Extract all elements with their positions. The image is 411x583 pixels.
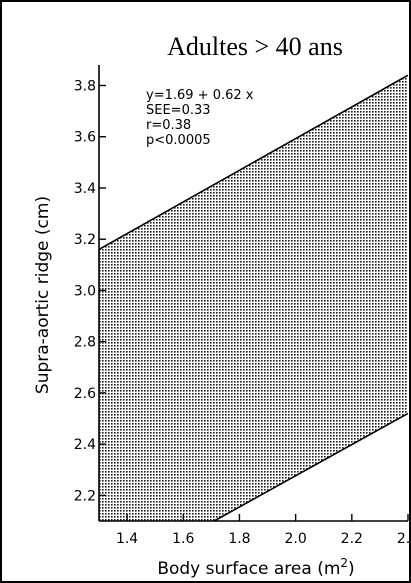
y-axis-label: Supra-aortic ridge (cm) [33,196,53,394]
x-tick-label: 2.4 [397,531,411,547]
x-tick-label: 1.8 [228,531,250,547]
annotation-r: r=0.38 [146,118,191,133]
y-tick-label: 2.2 [74,488,96,504]
x-axis-label: Body surface area (m2) [157,556,354,579]
plot-area: 2.2 2.4 2.6 2.8 3.0 3.2 3.4 3.6 3.8 1.4 1.6 1.8 2.0 2… [74,65,411,547]
y-tick-label: 2.6 [74,386,96,402]
x-tick-label: 2.2 [341,531,363,547]
chart-title: Adultes > 40 ans [167,32,343,61]
y-tick-label: 3.4 [74,181,96,197]
y-tick-label: 3.8 [74,78,96,94]
band-lower-boundary [213,412,408,521]
x-axis-label-superscript: 2 [340,556,348,570]
annotation-equation: y=1.69 + 0.62 x [146,88,254,103]
x-tick-label: 2.0 [285,531,307,547]
y-tick-label: 2.4 [74,437,96,453]
y-tick-label: 3.0 [74,283,96,299]
x-tick-label: 1.4 [116,531,138,547]
annotation-see: SEE=0.33 [146,103,211,118]
x-tick-label: 1.6 [172,531,194,547]
y-tick-label: 3.2 [74,232,96,248]
shaded-band [99,75,408,521]
y-tick-label: 2.8 [74,335,96,351]
annotation-p: p<0.0005 [146,133,211,148]
x-axis-label-end: ) [348,559,355,579]
regression-annotation: y=1.69 + 0.62 x SEE=0.33 r=0.38 p<0.0005 [146,88,254,148]
y-tick-label: 3.6 [74,130,96,146]
x-axis-label-main: Body surface area (m [157,559,340,579]
band-upper-boundary [99,74,408,251]
